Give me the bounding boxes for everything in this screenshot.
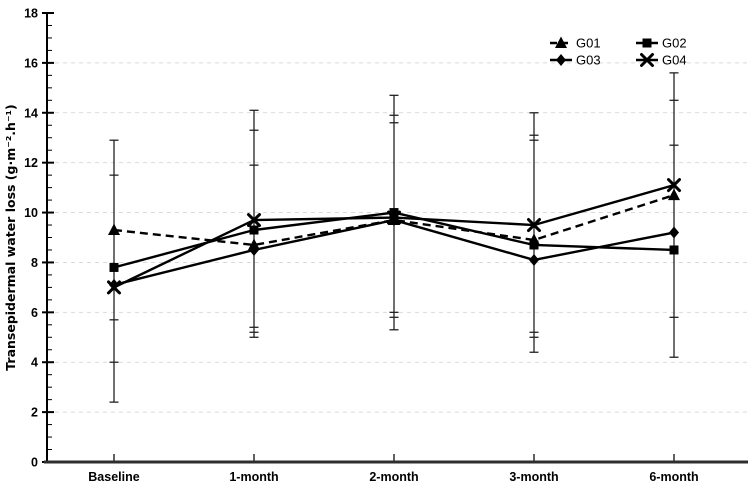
x-marker-icon xyxy=(667,178,681,193)
legend-label-g04: G04 xyxy=(662,53,687,68)
diamond-marker-icon xyxy=(249,243,259,256)
x-category-label: 1-month xyxy=(229,470,278,484)
legend-label-g02: G02 xyxy=(662,36,687,51)
x-marker-icon xyxy=(107,280,121,295)
diamond-marker-icon xyxy=(529,253,539,266)
y-axis-title: Transepidermal water loss (g·m⁻².h⁻¹) xyxy=(3,104,18,371)
square-marker-icon xyxy=(529,240,539,250)
y-tick-label: 2 xyxy=(31,406,38,420)
y-tick-label: 12 xyxy=(24,156,38,170)
legend-label-g03: G03 xyxy=(576,53,601,68)
error-bar-1-month xyxy=(249,109,259,338)
x-category-label: Baseline xyxy=(88,470,139,484)
square-marker-icon xyxy=(389,208,399,218)
x-axis: Baseline 1-month 2-month 3-month 6-month xyxy=(44,454,748,484)
y-axis: 0 2 4 6 8 10 12 14 16 18 xyxy=(24,7,54,470)
markers-g02 xyxy=(109,208,679,272)
markers-g04 xyxy=(107,178,681,295)
x-marker-icon xyxy=(527,218,541,233)
x-category-label: 3-month xyxy=(509,470,558,484)
square-marker-icon xyxy=(642,38,652,48)
diamond-marker-icon xyxy=(669,226,679,239)
y-axis-title-group: Transepidermal water loss (g·m⁻².h⁻¹) xyxy=(3,104,18,371)
triangle-marker-icon xyxy=(668,188,680,201)
square-marker-icon xyxy=(669,245,679,255)
x-marker-icon xyxy=(247,213,261,228)
x-category-label: 6-month xyxy=(649,470,698,484)
y-tick-label: 16 xyxy=(24,56,38,70)
triangle-marker-icon xyxy=(108,223,120,236)
y-tick-label: 14 xyxy=(24,106,38,120)
legend-entry-g02: G02 xyxy=(636,36,687,51)
y-tick-label: 10 xyxy=(24,206,38,220)
x-category-label: 2-month xyxy=(369,470,418,484)
error-bar-3-month xyxy=(529,112,539,353)
series xyxy=(107,178,681,295)
legend-label-g01: G01 xyxy=(576,36,601,51)
error-bar-6-month xyxy=(669,72,679,358)
diamond-marker-icon xyxy=(556,54,566,66)
y-tick-label: 4 xyxy=(31,356,38,370)
y-tick-label: 6 xyxy=(31,306,38,320)
gridlines xyxy=(47,62,748,413)
y-tick-label: 8 xyxy=(31,256,38,270)
y-tick-label: 18 xyxy=(24,7,38,21)
x-marker-icon xyxy=(387,210,401,225)
legend-entry-g04: G04 xyxy=(636,53,687,68)
legend: G01 G02 G03 G04 xyxy=(550,36,687,68)
x-marker-icon xyxy=(640,53,654,67)
legend-entry-g01: G01 xyxy=(550,36,601,51)
y-tick-label: 0 xyxy=(31,456,38,470)
square-marker-icon xyxy=(109,262,119,272)
square-marker-icon xyxy=(249,225,259,235)
series-line xyxy=(113,193,675,247)
legend-entry-g03: G03 xyxy=(550,53,601,68)
series-g01 xyxy=(113,193,675,247)
triangle-marker-icon xyxy=(555,36,567,48)
